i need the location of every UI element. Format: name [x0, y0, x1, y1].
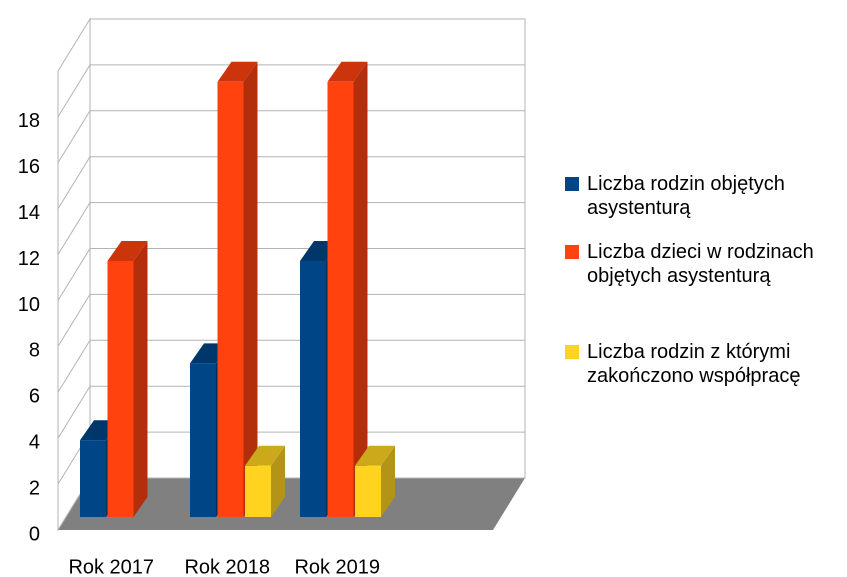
bar-front [217, 81, 244, 518]
legend-swatch [565, 245, 579, 259]
x-tick-label: Rok 2019 [294, 556, 380, 577]
bar-top [245, 445, 285, 466]
bar-side [381, 445, 395, 517]
legend-swatch [565, 345, 579, 359]
legend-label: Liczba rodzin objętych asystenturą [587, 173, 785, 219]
grid-line [57, 293, 525, 347]
y-tick-label: 0 [29, 523, 40, 545]
bar-side [353, 61, 368, 518]
bar-front [190, 363, 216, 517]
y-tick-label: 4 [29, 431, 40, 453]
grid-line [57, 156, 525, 209]
legend-swatch [565, 177, 579, 191]
bar-front [80, 440, 106, 517]
y-tick-label: 8 [29, 340, 40, 362]
bar [217, 61, 258, 518]
bar-side [133, 241, 148, 517]
legend-item: Liczba rodzin objętych asystenturą [565, 172, 830, 220]
bar-top [327, 61, 368, 82]
y-tick-label: 6 [29, 386, 40, 408]
bar [327, 61, 368, 518]
bar-front [327, 81, 354, 518]
grid-line [57, 202, 525, 255]
y-tick-label: 10 [18, 294, 40, 316]
y-tick-label: 16 [18, 156, 40, 178]
y-tick-label: 2 [29, 477, 40, 499]
bar-side [243, 61, 258, 518]
legend-item: Liczba dzieci w rodzinach objętych asyst… [565, 240, 830, 288]
floor [58, 478, 525, 530]
x-tick-label: Rok 2018 [184, 556, 270, 577]
bar-front [245, 465, 271, 517]
bar-side [271, 445, 285, 517]
bar-front [300, 261, 326, 517]
legend-item: Liczba rodzin z którymi zakończono współ… [565, 340, 830, 388]
bar-top [355, 445, 395, 466]
bar-top [217, 61, 258, 82]
bar-front [107, 261, 134, 517]
y-tick-label: 12 [18, 248, 40, 270]
grid-line [57, 110, 525, 164]
bar-top [107, 241, 148, 261]
y-tick-label: 14 [18, 202, 40, 224]
grid-line [57, 385, 525, 439]
bar [245, 445, 285, 517]
x-tick-label: Rok 2017 [68, 556, 154, 577]
bar [355, 445, 395, 517]
legend-label: Liczba dzieci w rodzinach objętych asyst… [587, 241, 814, 287]
grid-line [57, 248, 525, 301]
bar-front [355, 465, 381, 517]
grid-line [57, 64, 525, 118]
grid-line [57, 339, 525, 393]
bar [107, 241, 148, 517]
y-tick-label: 18 [18, 110, 40, 132]
legend-label: Liczba rodzin z którymi zakończono współ… [587, 341, 801, 387]
